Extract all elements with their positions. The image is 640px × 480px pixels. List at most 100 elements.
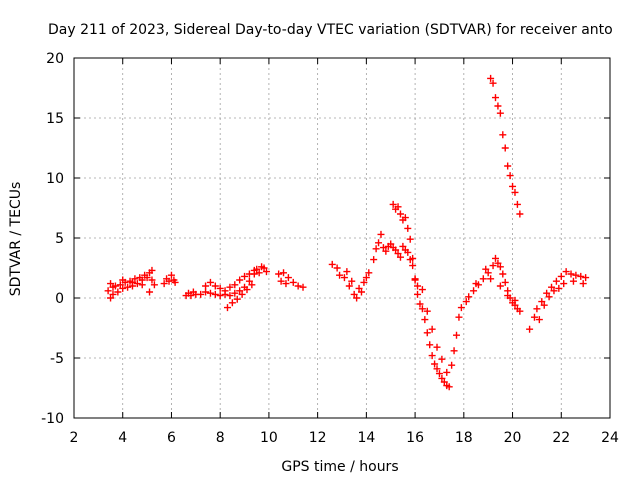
data-point: [416, 300, 424, 308]
data-point: [545, 293, 553, 301]
data-point: [345, 282, 353, 290]
data-point: [148, 276, 156, 284]
data-point: [504, 292, 512, 300]
data-point: [167, 271, 175, 279]
data-point: [501, 278, 509, 286]
data-point: [491, 254, 499, 262]
data-point: [482, 265, 490, 273]
data-point: [226, 292, 234, 300]
data-point: [428, 325, 436, 333]
data-point: [340, 274, 348, 282]
data-point: [433, 343, 441, 351]
data-point: [423, 329, 431, 337]
data-point: [487, 275, 495, 283]
data-point: [567, 270, 575, 278]
x-tick-label: 12: [309, 430, 327, 446]
data-point: [336, 271, 344, 279]
data-point: [462, 298, 470, 306]
data-point: [438, 374, 446, 382]
series-segment-11: [465, 254, 524, 315]
data-point: [455, 313, 463, 321]
data-point: [353, 294, 361, 302]
data-point: [494, 259, 502, 267]
data-point: [562, 268, 570, 276]
x-tick-label: 2: [70, 430, 79, 446]
data-point: [206, 278, 214, 286]
data-point: [465, 293, 473, 301]
y-tick-label: -5: [50, 351, 64, 367]
x-tick-label: 14: [357, 430, 375, 446]
y-tick-label: 15: [46, 111, 64, 127]
data-point: [128, 278, 136, 286]
data-point: [370, 256, 378, 264]
data-point: [216, 284, 224, 292]
x-tick-label: 20: [504, 430, 522, 446]
data-point: [499, 131, 507, 139]
data-point: [557, 272, 565, 280]
data-point: [443, 368, 451, 376]
data-point: [107, 294, 115, 302]
grid: [74, 58, 610, 418]
data-point: [409, 262, 417, 270]
data-point: [202, 288, 210, 296]
data-point: [472, 280, 480, 288]
series-segment-6: [275, 269, 307, 291]
data-point: [489, 262, 497, 270]
data-point: [248, 281, 256, 289]
data-point: [260, 264, 268, 272]
data-point: [109, 290, 117, 298]
data-point: [426, 341, 434, 349]
data-point: [375, 239, 383, 247]
data-point: [238, 290, 246, 298]
y-axis-label: SDTVAR / TECUs: [8, 182, 24, 297]
data-point: [511, 188, 519, 196]
data-point: [150, 281, 158, 289]
y-tick-label: 10: [46, 171, 64, 187]
data-point: [555, 284, 563, 292]
data-point: [114, 288, 122, 296]
data-point: [418, 286, 426, 294]
data-point: [277, 277, 285, 285]
series-segment-13: [526, 268, 590, 333]
series-segment-8: [370, 230, 412, 264]
series-segment-9: [389, 200, 453, 391]
data-point: [406, 256, 414, 264]
data-point: [231, 281, 239, 289]
series-segment-1: [104, 266, 158, 302]
data-point: [499, 270, 507, 278]
x-tick-label: 8: [216, 430, 225, 446]
data-point: [479, 275, 487, 283]
data-point: [350, 290, 358, 298]
data-point: [202, 282, 210, 290]
data-point: [119, 276, 127, 284]
data-point: [572, 271, 580, 279]
data-point: [450, 347, 458, 355]
data-point: [143, 274, 151, 282]
data-point: [165, 277, 173, 285]
data-point: [109, 283, 117, 291]
data-point: [223, 304, 231, 312]
data-point: [435, 370, 443, 378]
data-point: [511, 296, 519, 304]
data-point: [406, 235, 414, 243]
data-point: [543, 289, 551, 297]
data-point: [552, 277, 560, 285]
x-tick-label: 18: [455, 430, 473, 446]
data-point: [496, 109, 504, 117]
data-point: [448, 361, 456, 369]
data-point: [404, 224, 412, 232]
data-point: [526, 325, 534, 333]
data-point: [506, 172, 514, 180]
data-point: [245, 270, 253, 278]
data-point: [228, 299, 236, 307]
data-point: [491, 94, 499, 102]
data-point: [431, 360, 439, 368]
data-point: [394, 250, 402, 258]
series-segment-12: [487, 74, 524, 218]
data-point: [187, 292, 195, 300]
data-point: [560, 280, 568, 288]
data-point: [221, 287, 229, 295]
data-point: [138, 281, 146, 289]
data-point: [294, 282, 302, 290]
